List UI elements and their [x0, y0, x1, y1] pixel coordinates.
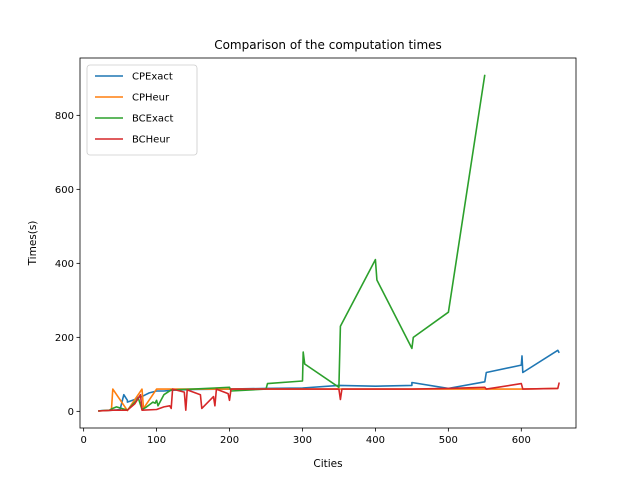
plot-frame: [79, 57, 577, 429]
y-tick-label: 400: [55, 259, 74, 270]
y-tick-label: 200: [55, 333, 74, 344]
series-line-bcheur: [98, 382, 560, 412]
legend-label-bcexact: BCExact: [132, 114, 174, 125]
x-tick-label: 600: [512, 435, 531, 446]
chart-title: Comparison of the computation times: [214, 38, 442, 52]
y-tick-label: 800: [55, 111, 74, 122]
x-tick-label: 300: [293, 435, 312, 446]
legend-label-bcheur: BCHeur: [132, 135, 171, 146]
x-tick-label: 0: [80, 435, 86, 446]
x-tick-label: 500: [439, 435, 458, 446]
y-axis-label: Times(s): [27, 221, 39, 267]
legend: CPExact CPHeur BCExact BCHeur: [86, 64, 198, 156]
legend-box: [86, 64, 198, 156]
y-tick-label: 600: [55, 185, 74, 196]
x-axis-ticks: 0 100 200 300 400 500 600: [80, 428, 531, 446]
x-tick-label: 100: [147, 435, 166, 446]
legend-label-cpexact: CPExact: [132, 72, 173, 83]
series-lines: [98, 74, 560, 412]
x-axis-label: Cities: [313, 458, 342, 470]
legend-label-cpheur: CPHeur: [132, 93, 170, 104]
y-axis-ticks: 0 200 400 600 800: [55, 111, 80, 418]
y-tick-label: 0: [68, 407, 74, 418]
x-tick-label: 400: [366, 435, 385, 446]
x-tick-label: 200: [220, 435, 239, 446]
